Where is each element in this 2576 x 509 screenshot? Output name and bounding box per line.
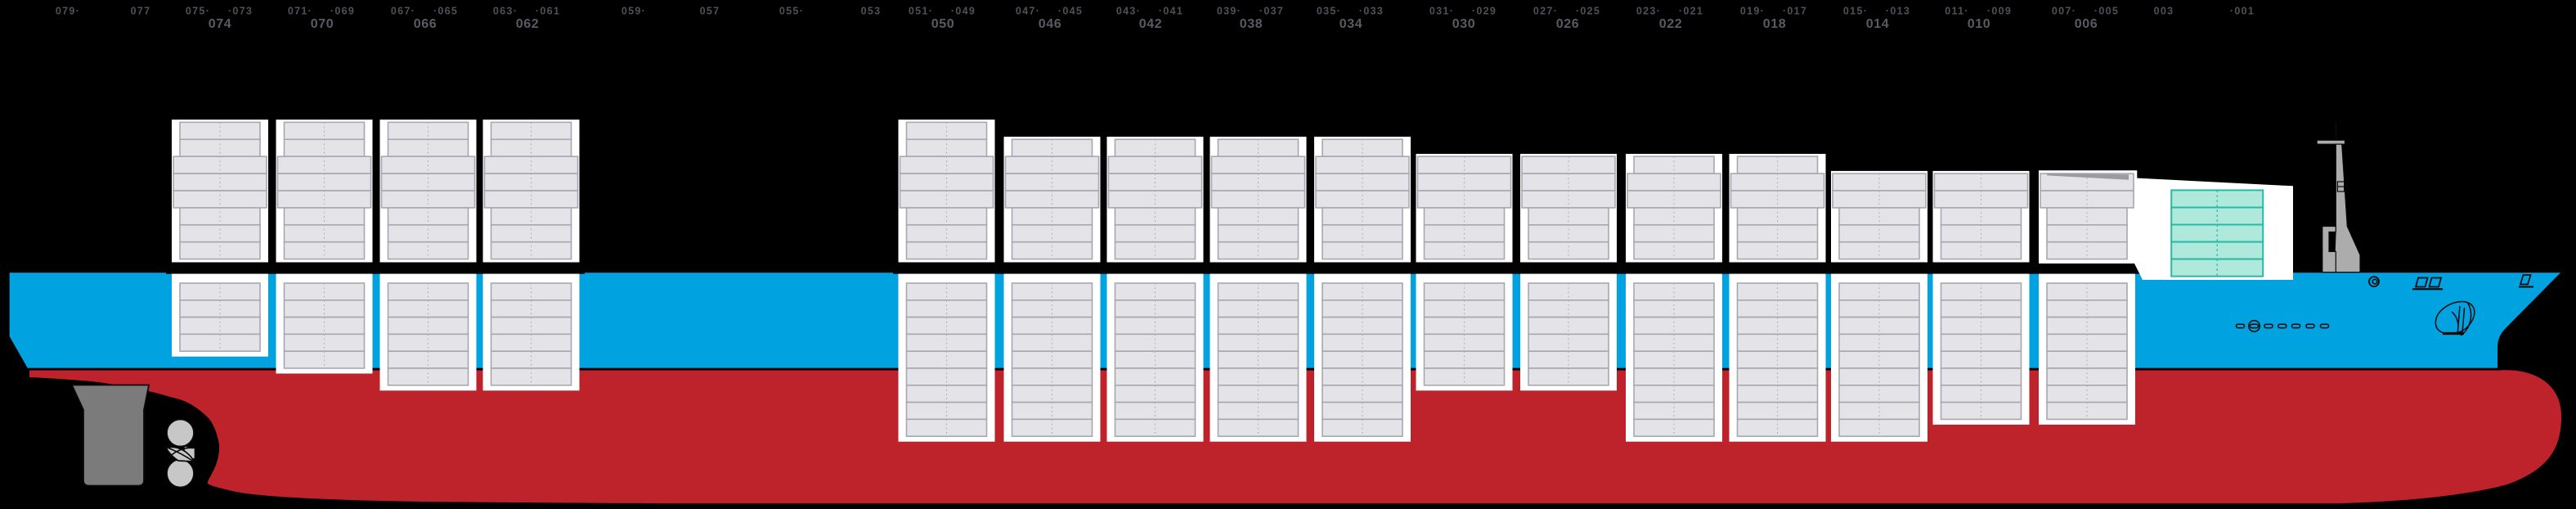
svg-text:043·: 043· (1116, 6, 1141, 17)
svg-text:014: 014 (1866, 17, 1890, 31)
svg-text:·061: ·061 (536, 6, 560, 17)
svg-text:059·: 059· (622, 6, 646, 17)
svg-text:·069: ·069 (330, 6, 355, 17)
svg-text:·017: ·017 (1783, 6, 1807, 17)
svg-text:034: 034 (1340, 17, 1363, 31)
svg-text:·013: ·013 (1886, 6, 1910, 17)
svg-text:046: 046 (1039, 17, 1062, 31)
svg-text:067·: 067· (391, 6, 415, 17)
svg-text:007·: 007· (2052, 6, 2076, 17)
svg-text:019·: 019· (1740, 6, 1765, 17)
svg-text:·045: ·045 (1058, 6, 1083, 17)
svg-text:074: 074 (209, 17, 232, 31)
svg-text:077: 077 (131, 6, 151, 17)
svg-text:·073: ·073 (228, 6, 253, 17)
svg-text:070: 070 (311, 17, 334, 31)
svg-text:·029: ·029 (1472, 6, 1497, 17)
svg-text:075·: 075· (186, 6, 210, 17)
svg-text:·041: ·041 (1159, 6, 1183, 17)
svg-text:·001: ·001 (2230, 6, 2255, 17)
svg-text:035·: 035· (1317, 6, 1341, 17)
svg-text:038: 038 (1240, 17, 1263, 31)
svg-text:066: 066 (414, 17, 438, 31)
svg-text:047·: 047· (1016, 6, 1040, 17)
svg-text:·065: ·065 (433, 6, 458, 17)
svg-text:027·: 027· (1533, 6, 1558, 17)
svg-text:055·: 055· (779, 6, 804, 17)
svg-text:·033: ·033 (1359, 6, 1384, 17)
svg-text:018: 018 (1763, 17, 1787, 31)
svg-text:·005: ·005 (2094, 6, 2119, 17)
svg-text:010: 010 (1968, 17, 1991, 31)
svg-text:·021: ·021 (1679, 6, 1703, 17)
svg-text:062: 062 (516, 17, 540, 31)
svg-text:030: 030 (1452, 17, 1476, 31)
svg-text:051·: 051· (909, 6, 933, 17)
svg-text:063·: 063· (493, 6, 518, 17)
svg-text:·009: ·009 (1987, 6, 2012, 17)
svg-text:·049: ·049 (951, 6, 976, 17)
svg-text:022: 022 (1659, 17, 1683, 31)
svg-text:057: 057 (700, 6, 720, 17)
svg-text:·025: ·025 (1576, 6, 1600, 17)
svg-text:011·: 011· (1945, 6, 1969, 17)
svg-text:071·: 071· (288, 6, 312, 17)
svg-text:003: 003 (2154, 6, 2174, 17)
svg-text:026: 026 (1556, 17, 1580, 31)
svg-text:042: 042 (1139, 17, 1163, 31)
svg-text:079·: 079· (56, 6, 80, 17)
svg-text:015·: 015· (1843, 6, 1868, 17)
svg-text:006: 006 (2075, 17, 2098, 31)
svg-text:039·: 039· (1217, 6, 1241, 17)
svg-text:·037: ·037 (1259, 6, 1284, 17)
svg-text:053: 053 (861, 6, 882, 17)
svg-text:050: 050 (931, 17, 955, 31)
svg-text:023·: 023· (1636, 6, 1661, 17)
svg-text:031·: 031· (1429, 6, 1454, 17)
